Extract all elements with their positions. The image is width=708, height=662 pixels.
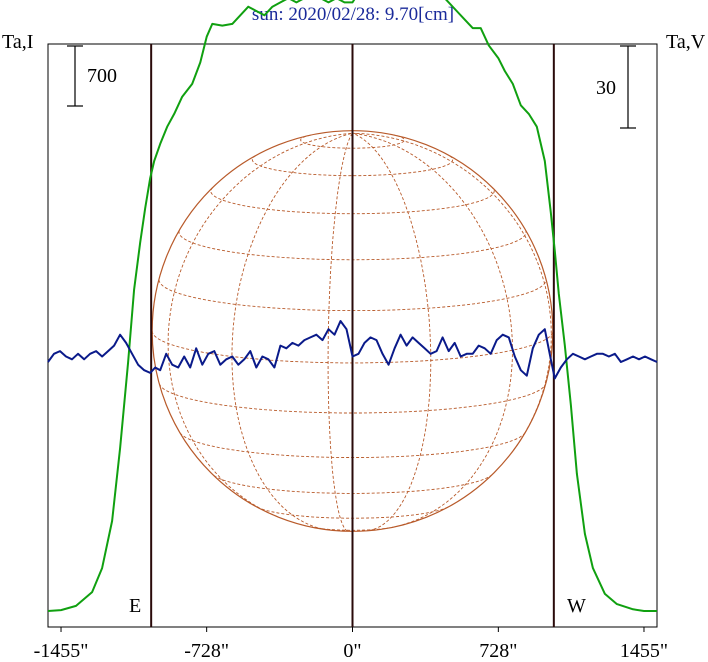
right-scale-bar-label: 30 [596,77,616,99]
limb-markers [150,44,555,627]
meridian-line [352,132,513,526]
series-line-I [47,0,657,612]
x-tick-label: -728" [184,640,229,662]
meridian-line [231,132,353,531]
meridian-line [327,132,353,532]
right-scale-bar: 30 [596,45,636,129]
right-axis-label: Ta,V [666,31,706,53]
x-tick-label: -1455" [34,640,89,662]
meridian-line [352,132,552,451]
x-tick-label: 1455" [620,640,668,662]
meridian-line [352,132,432,532]
left-axis-label: Ta,I [2,31,33,53]
x-tick-label: 728" [479,640,517,662]
chart-title: sun: 2020/02/28: 9.70[cm] [252,4,454,25]
west-label: W [567,595,586,617]
left-scale-bar: 700 [67,45,117,107]
series-group [47,0,658,612]
x-axis-ticks: -1455" -728" 0" 728" 1455" [34,627,668,662]
left-scale-bar-label: 700 [87,65,117,87]
series-line-V [47,320,658,380]
east-label: E [129,595,141,617]
meridian-line [167,132,353,518]
x-tick-label: 0" [343,640,361,662]
